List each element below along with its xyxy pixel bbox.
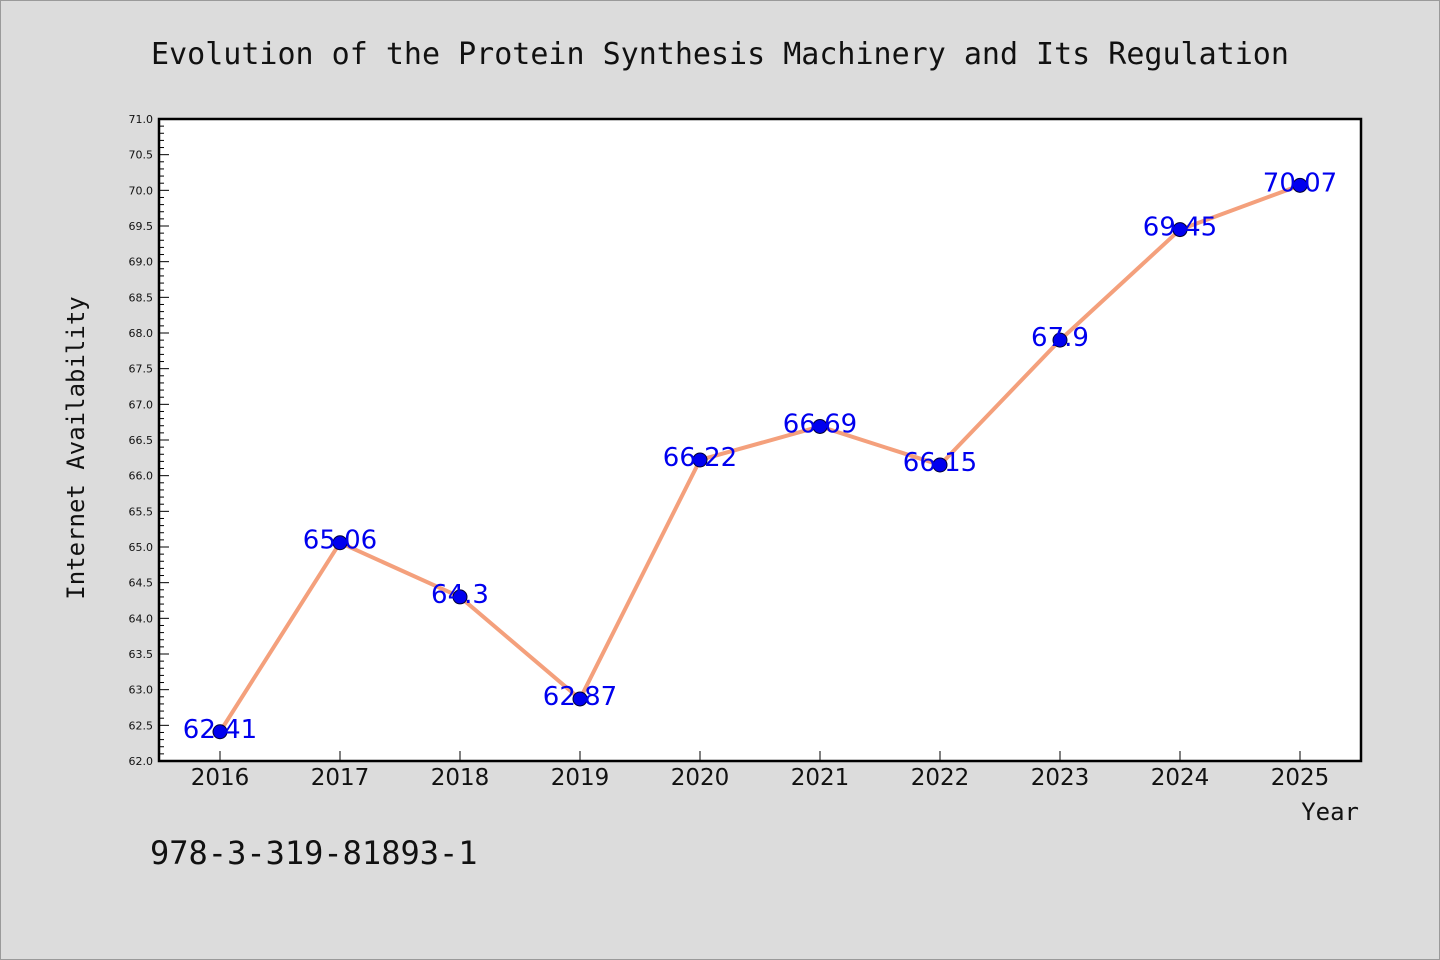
data-label: 62.87 [543,682,617,712]
y-tick-label: 66.5 [129,434,154,447]
y-tick-label: 68.0 [129,327,154,340]
y-tick-label: 70.5 [129,149,154,162]
data-point-marker [1292,177,1308,193]
x-tick-label: 2025 [1271,765,1330,791]
y-axis: 62.0 62.5 63.0 63.5 64.0 64.5 65.0 65.5 66.0 66.5… [129,113,169,768]
data-label: 65.06 [303,526,377,556]
x-tick-label: 2022 [911,765,970,791]
data-label: 70.07 [1263,168,1337,198]
x-tick-label: 2019 [551,765,610,791]
data-label: 69.45 [1143,213,1217,243]
data-label: 66.22 [663,443,737,473]
y-tick-label: 68.5 [129,291,154,304]
y-tick-label: 62.0 [129,755,154,768]
series-group: 62.41 65.06 64.3 62.87 66.22 66.69 66.15 67.9 69… [183,168,1337,744]
series-line [218,183,1302,734]
y-tick-label: 71.0 [129,113,154,126]
x-tick-label: 2018 [431,765,490,791]
x-tick-label: 2017 [311,765,370,791]
data-point-marker [812,418,828,434]
data-point-marker [932,457,948,473]
isbn-footer: 978-3-319-81893-1 [150,834,478,872]
data-label: 66.15 [903,448,977,478]
data-label: 64.3 [431,580,489,610]
y-tick-label: 69.0 [129,256,154,269]
x-tick-label: 2020 [671,765,730,791]
y-tick-label: 62.5 [129,719,154,732]
y-tick-label: 64.0 [129,612,154,625]
y-tick-label: 67.0 [129,398,154,411]
x-tick-label: 2023 [1031,765,1090,791]
data-point-marker [1052,332,1068,348]
y-tick-label: 65.5 [129,505,154,518]
chart-title: Evolution of the Protein Synthesis Machi… [151,37,1289,72]
data-label: 62.41 [183,715,257,745]
plot-area [157,117,1363,763]
data-point-marker [1172,222,1188,238]
x-axis-label: Year [1301,798,1359,826]
y-tick-label: 64.5 [129,577,154,590]
data-label: 67.9 [1031,323,1089,353]
data-point-marker [572,691,588,707]
y-axis-label: Internet Availability [62,296,90,599]
y-tick-label: 67.5 [129,363,154,376]
data-point-marker [212,724,228,740]
y-tick-label: 63.5 [129,648,154,661]
y-tick-label: 66.0 [129,470,154,483]
x-tick-label: 2016 [191,765,250,791]
y-tick-label: 70.0 [129,184,154,197]
data-point-marker [332,535,348,551]
x-tick-label: 2021 [791,765,850,791]
x-tick-label: 2024 [1151,765,1210,791]
y-tick-label: 63.0 [129,684,154,697]
data-point-marker [692,452,708,468]
y-tick-label: 69.5 [129,220,154,233]
data-label: 66.69 [783,409,857,439]
data-point-marker [452,589,468,605]
y-tick-label: 65.0 [129,541,154,554]
x-axis: 2016 2017 2018 2019 2020 2021 2022 2023 2024 2025 [191,751,1330,791]
